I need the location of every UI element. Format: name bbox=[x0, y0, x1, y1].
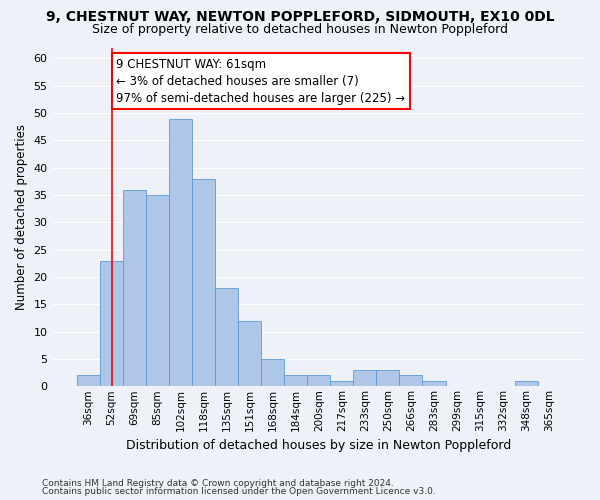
X-axis label: Distribution of detached houses by size in Newton Poppleford: Distribution of detached houses by size … bbox=[126, 440, 511, 452]
Bar bbox=[215, 288, 238, 386]
Bar bbox=[146, 195, 169, 386]
Bar bbox=[422, 381, 446, 386]
Bar bbox=[261, 359, 284, 386]
Bar bbox=[515, 381, 538, 386]
Bar bbox=[284, 376, 307, 386]
Text: Contains HM Land Registry data © Crown copyright and database right 2024.: Contains HM Land Registry data © Crown c… bbox=[42, 478, 394, 488]
Bar bbox=[353, 370, 376, 386]
Text: 9, CHESTNUT WAY, NEWTON POPPLEFORD, SIDMOUTH, EX10 0DL: 9, CHESTNUT WAY, NEWTON POPPLEFORD, SIDM… bbox=[46, 10, 554, 24]
Bar bbox=[123, 190, 146, 386]
Bar bbox=[169, 118, 192, 386]
Bar bbox=[400, 376, 422, 386]
Bar bbox=[192, 178, 215, 386]
Bar bbox=[330, 381, 353, 386]
Bar bbox=[376, 370, 400, 386]
Text: Size of property relative to detached houses in Newton Poppleford: Size of property relative to detached ho… bbox=[92, 22, 508, 36]
Text: 9 CHESTNUT WAY: 61sqm
← 3% of detached houses are smaller (7)
97% of semi-detach: 9 CHESTNUT WAY: 61sqm ← 3% of detached h… bbox=[116, 58, 406, 104]
Text: Contains public sector information licensed under the Open Government Licence v3: Contains public sector information licen… bbox=[42, 487, 436, 496]
Y-axis label: Number of detached properties: Number of detached properties bbox=[15, 124, 28, 310]
Bar bbox=[307, 376, 330, 386]
Bar bbox=[77, 376, 100, 386]
Bar bbox=[238, 320, 261, 386]
Bar bbox=[100, 260, 123, 386]
